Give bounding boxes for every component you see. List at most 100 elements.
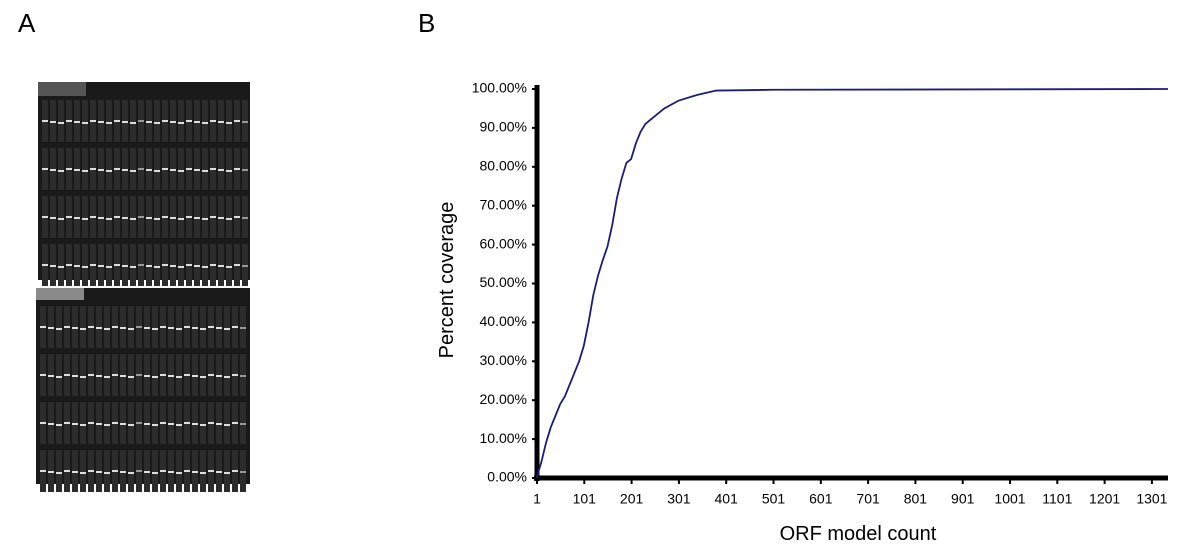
gel-band — [114, 264, 120, 266]
gel-band — [120, 327, 126, 329]
gel-band — [176, 328, 182, 330]
gel-band — [120, 471, 126, 473]
gel-band — [160, 470, 166, 472]
gel-band — [162, 120, 168, 122]
gel-band — [232, 422, 238, 424]
gel-band — [42, 120, 48, 122]
y-tick-label: 0.00% — [487, 469, 527, 485]
gel-band — [192, 375, 198, 377]
gel-band — [208, 470, 214, 472]
gel-band — [234, 120, 240, 122]
gel-band — [154, 122, 160, 124]
gel-lane — [82, 100, 88, 142]
gel-band — [240, 471, 246, 473]
gel-band — [210, 264, 216, 266]
gel-band — [176, 424, 182, 426]
gel-band — [234, 168, 240, 170]
gel-lane — [178, 244, 184, 286]
gel-lane — [176, 402, 182, 444]
x-tick-label: 601 — [809, 491, 833, 507]
gel-band — [152, 424, 158, 426]
gel-band — [106, 218, 112, 220]
gel-lane — [104, 402, 110, 444]
gel-band — [178, 170, 184, 172]
gel-band — [160, 422, 166, 424]
gel-band — [56, 328, 62, 330]
x-tick-label: 501 — [762, 491, 786, 507]
y-tick-label: 10.00% — [480, 430, 527, 446]
gel-band — [210, 216, 216, 218]
gel-band — [192, 423, 198, 425]
gel-band — [74, 217, 80, 219]
gel-lane — [152, 306, 158, 348]
gel-band — [144, 471, 150, 473]
gel-band — [128, 472, 134, 474]
gel-inset — [38, 82, 86, 96]
gel-band — [224, 424, 230, 426]
gel-band — [96, 471, 102, 473]
gel-band — [184, 326, 190, 328]
gel-lane — [82, 196, 88, 238]
gel-band — [48, 423, 54, 425]
x-tick-label: 201 — [620, 491, 644, 507]
gel-lane — [130, 244, 136, 286]
gel-band — [66, 264, 72, 266]
gel-band — [200, 424, 206, 426]
gel-band — [56, 424, 62, 426]
gel-band — [186, 216, 192, 218]
gel-band — [58, 218, 64, 220]
gel-band — [88, 326, 94, 328]
gel-band — [74, 169, 80, 171]
gel-band — [154, 218, 160, 220]
gel-band — [112, 470, 118, 472]
gel-band — [66, 120, 72, 122]
gel-band — [226, 218, 232, 220]
gel-lane — [80, 402, 86, 444]
gel-band — [98, 169, 104, 171]
x-tick-label: 701 — [856, 491, 880, 507]
gel-band — [160, 326, 166, 328]
y-tick-label: 90.00% — [480, 119, 527, 135]
gel-band — [58, 170, 64, 172]
gel-band — [232, 326, 238, 328]
gel-band — [122, 265, 128, 267]
gel-band — [64, 326, 70, 328]
gel-lane — [56, 354, 62, 396]
x-tick-label: 1001 — [994, 491, 1025, 507]
gel-band — [136, 326, 142, 328]
gel-band — [42, 264, 48, 266]
gel-lane — [226, 100, 232, 142]
y-tick-label: 80.00% — [480, 158, 527, 174]
gel-band — [216, 471, 222, 473]
gel-band — [202, 218, 208, 220]
gel-band — [184, 422, 190, 424]
gel-band — [40, 374, 46, 376]
x-tick-label: 1 — [533, 491, 541, 507]
y-tick-label: 20.00% — [480, 391, 527, 407]
x-tick-label: 801 — [904, 491, 928, 507]
gel-lane — [226, 196, 232, 238]
gel-band — [88, 470, 94, 472]
gel-band — [104, 424, 110, 426]
gel-lane — [58, 148, 64, 190]
gel-band — [72, 375, 78, 377]
gel-lane — [178, 100, 184, 142]
gel-band — [242, 265, 248, 267]
gel-lane — [152, 402, 158, 444]
gel-band — [50, 217, 56, 219]
gel-band — [40, 470, 46, 472]
gel-band — [202, 170, 208, 172]
gel-lane — [226, 148, 232, 190]
gel-lane — [80, 306, 86, 348]
gel-band — [42, 216, 48, 218]
gel-band — [152, 328, 158, 330]
gel-lane — [104, 306, 110, 348]
gel-lane — [82, 148, 88, 190]
gel-band — [104, 376, 110, 378]
gel-band — [154, 170, 160, 172]
gel-band — [138, 216, 144, 218]
gel-band — [80, 328, 86, 330]
gel-band — [146, 121, 152, 123]
gel-band — [128, 328, 134, 330]
gel-band — [138, 168, 144, 170]
